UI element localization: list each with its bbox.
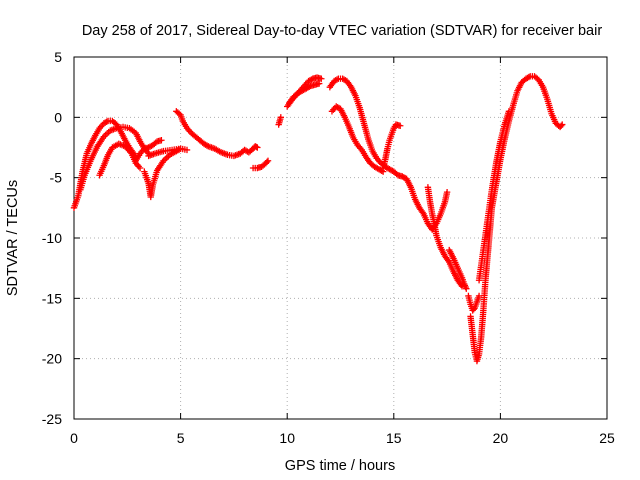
y-tick-label: -15 (42, 290, 62, 306)
data-point (505, 108, 513, 115)
data-point (264, 157, 272, 164)
data-point (254, 144, 261, 151)
y-tick-label: -10 (42, 230, 62, 246)
x-tick-label: 25 (599, 430, 615, 446)
x-tick-labels: 0 5 10 15 20 25 (70, 430, 615, 446)
data-point (470, 305, 477, 313)
chart-title: Day 258 of 2017, Sidereal Day-to-day VTE… (82, 23, 603, 39)
series-arc-2 (77, 123, 152, 193)
series-arc-16 (446, 246, 470, 292)
series-arc-6 (145, 145, 184, 160)
series-arc-8 (249, 157, 272, 172)
x-tick-label: 10 (279, 430, 295, 446)
data-point (277, 114, 285, 121)
x-tick-label: 20 (493, 430, 509, 446)
series-arc-18 (467, 73, 566, 365)
data-point (103, 118, 110, 125)
grid (74, 57, 607, 419)
data-point (306, 83, 313, 90)
y-tick-label: -20 (42, 351, 62, 367)
x-tick-label: 0 (70, 430, 78, 446)
data-point (525, 73, 533, 81)
data-point (177, 145, 184, 152)
data-point (183, 146, 191, 154)
data-point (318, 75, 325, 82)
data-point (136, 164, 144, 172)
series-arc-12 (326, 75, 451, 233)
series-arc-3 (96, 140, 144, 179)
x-axis-label: GPS time / hours (285, 458, 395, 474)
series-arc-17 (465, 292, 483, 314)
series-arc-13 (328, 103, 387, 175)
series-arc-14 (379, 121, 404, 172)
data-point (378, 167, 385, 175)
y-tick-label: -5 (50, 170, 63, 186)
series-arc-15 (424, 184, 466, 290)
data-point (127, 148, 134, 156)
series-arc-1 (70, 117, 140, 212)
series-arc-9 (275, 114, 285, 128)
series-arc-7 (173, 108, 261, 160)
data-points (70, 73, 566, 365)
data-point (158, 137, 165, 144)
data-point (333, 76, 341, 83)
y-axis-label: SDTVAR / TECUs (5, 180, 21, 296)
x-tick-label: 5 (177, 430, 185, 446)
series-arc-19 (475, 108, 513, 284)
data-point (443, 188, 451, 196)
x-tick-label: 15 (386, 430, 402, 446)
y-tick-label: -25 (42, 411, 62, 427)
data-point (203, 142, 211, 149)
data-point (315, 80, 323, 87)
series-arc-11 (286, 80, 323, 107)
y-tick-label: 5 (54, 49, 62, 65)
series-arc-4 (132, 137, 165, 164)
data-point (263, 158, 271, 166)
y-tick-label: 0 (54, 109, 62, 125)
plot-frame (73, 56, 608, 420)
data-point (557, 122, 565, 129)
data-point (559, 121, 566, 128)
data-point (308, 76, 315, 83)
y-tick-labels: -25 -20 -15 -10 -5 0 5 (42, 49, 62, 427)
data-point (175, 110, 183, 117)
data-point (463, 285, 470, 292)
data-point (396, 122, 404, 129)
